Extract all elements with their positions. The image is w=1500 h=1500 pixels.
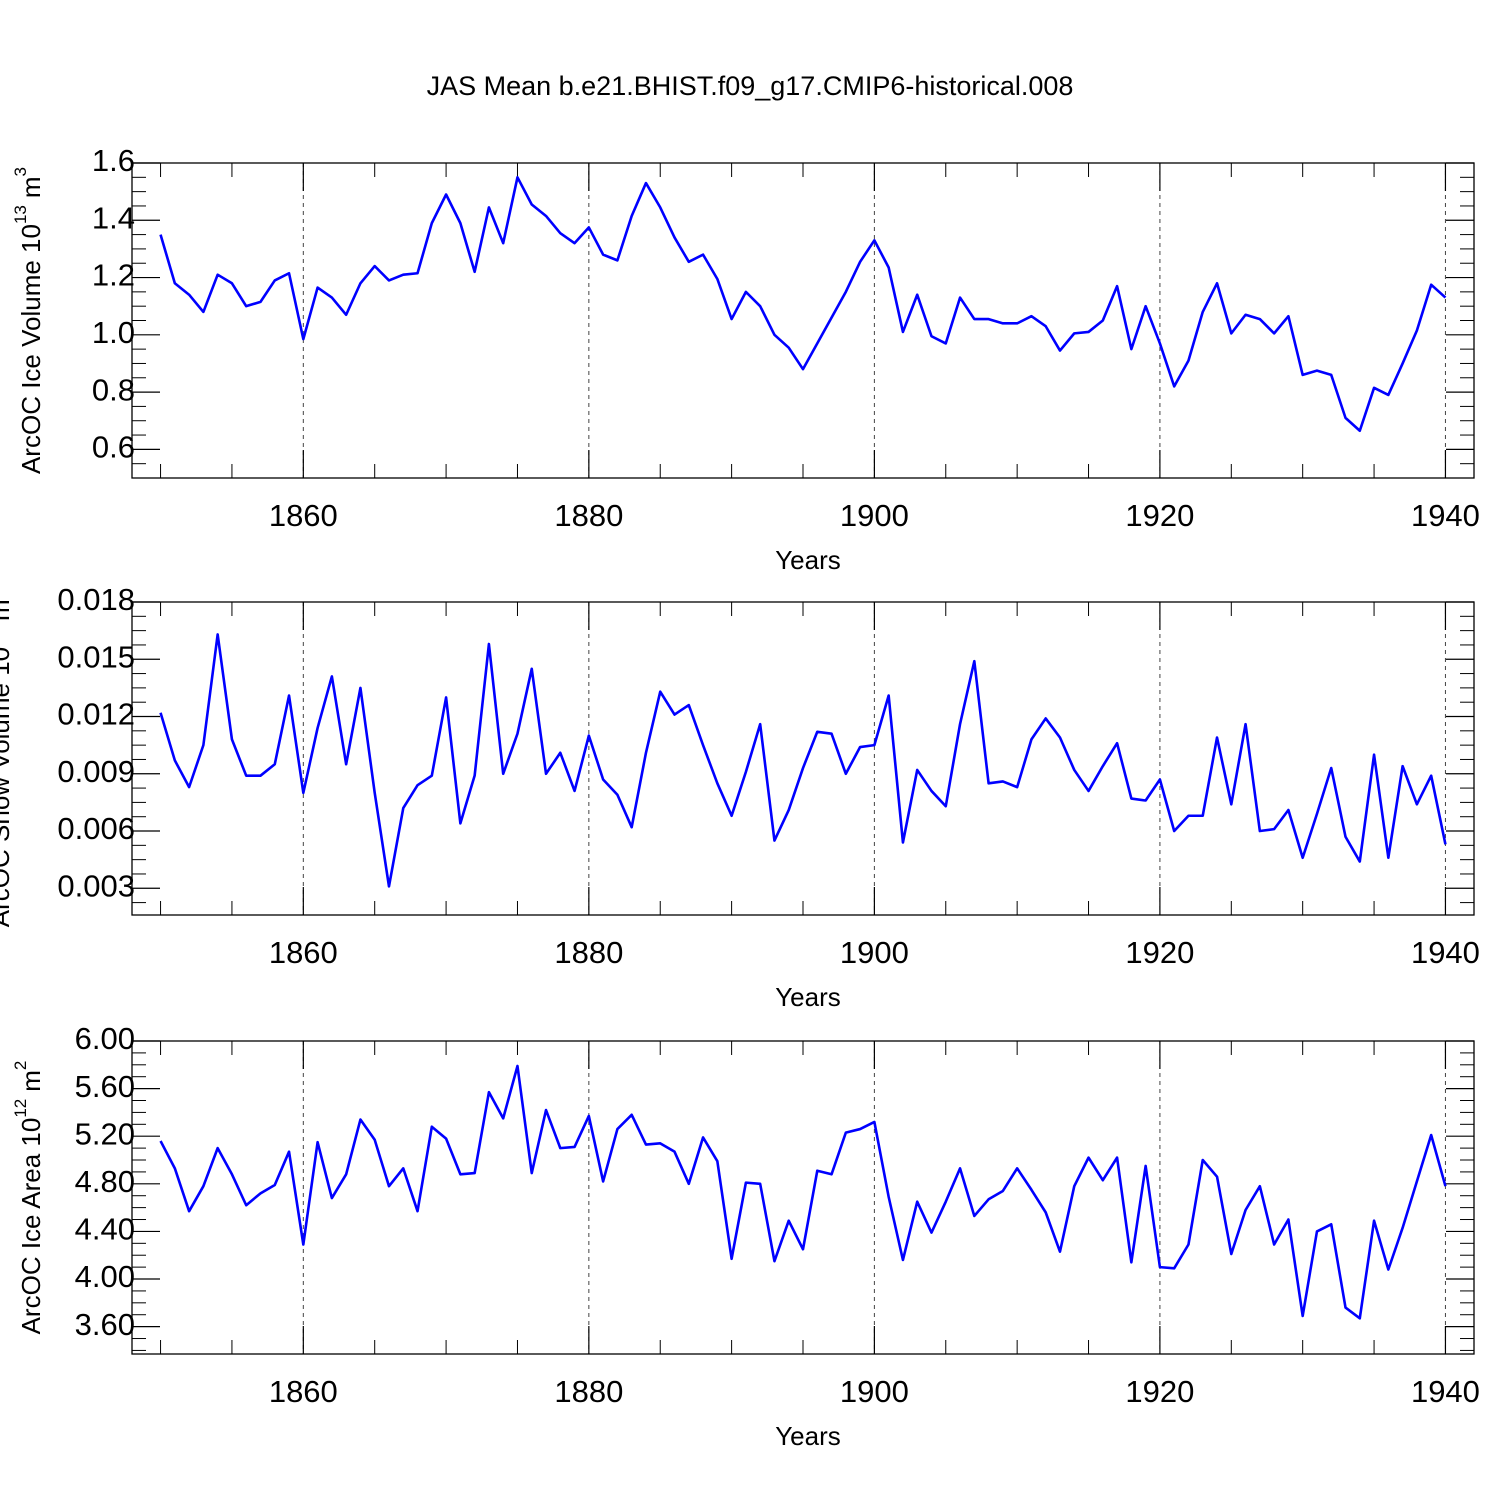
chart-title: JAS Mean b.e21.BHIST.f09_g17.CMIP6-histo… xyxy=(427,71,1074,101)
y-tick-label: 5.60 xyxy=(75,1069,135,1104)
y-tick-label: 0.006 xyxy=(57,811,135,846)
x-tick-label: 1860 xyxy=(269,935,338,970)
y-tick-label: 0.003 xyxy=(57,868,135,903)
x-tick-label: 1860 xyxy=(269,498,338,533)
x-axis-label: Years xyxy=(775,1421,841,1451)
y-tick-label: 0.009 xyxy=(57,754,135,789)
x-tick-label: 1880 xyxy=(554,1374,623,1409)
x-tick-label: 1920 xyxy=(1125,498,1194,533)
y-tick-label: 1.0 xyxy=(92,315,135,350)
y-axis-label: ArcOC Snow Volume 1013m3 xyxy=(0,590,15,927)
y-axis-label-part: m xyxy=(0,599,15,621)
y-tick-label: 0.018 xyxy=(57,582,135,617)
x-tick-label: 1920 xyxy=(1125,1374,1194,1409)
y-axis-label-exponent: 12 xyxy=(11,1099,30,1118)
y-tick-label: 0.6 xyxy=(92,430,135,465)
x-axis-label: Years xyxy=(775,982,841,1012)
panel: 1860 1880 1900 1920 1940 3.60 4.00 4.40 4.80 5.20… xyxy=(11,1021,1479,1451)
y-axis-label: ArcOC Ice Area 1012 m2 xyxy=(11,1061,45,1335)
x-tick-label: 1880 xyxy=(554,935,623,970)
plot-frame xyxy=(131,1040,1475,1355)
data-line xyxy=(159,1064,1447,1320)
y-axis-label-part: ArcOC Ice Area 10 xyxy=(16,1118,46,1335)
y-axis-label-part: m xyxy=(16,1070,46,1092)
y-axis-label-exponent: 2 xyxy=(11,1061,30,1070)
x-tick-label: 1940 xyxy=(1411,1374,1480,1409)
y-tick-label: 3.60 xyxy=(75,1307,135,1342)
x-axis-label: Years xyxy=(775,545,841,575)
x-tick-label: 1860 xyxy=(269,1374,338,1409)
panel: 1860 1880 1900 1920 1940 0.6 0.8 1.0 1.2 1.4 1.6 Ye… xyxy=(11,143,1479,575)
y-axis-label-exponent: 3 xyxy=(11,167,30,176)
plot-frame xyxy=(131,601,1475,916)
x-tick-label: 1880 xyxy=(554,498,623,533)
y-tick-label: 5.20 xyxy=(75,1116,135,1151)
x-tick-label: 1900 xyxy=(840,1374,909,1409)
x-tick-label: 1900 xyxy=(840,935,909,970)
y-tick-label: 1.6 xyxy=(92,143,135,178)
y-tick-label: 4.80 xyxy=(75,1164,135,1199)
y-axis-label-part: ArcOC Ice Volume 10 xyxy=(16,224,46,474)
y-tick-label: 4.00 xyxy=(75,1259,135,1294)
y-tick-label: 4.40 xyxy=(75,1212,135,1247)
x-tick-label: 1940 xyxy=(1411,498,1480,533)
y-tick-label: 1.4 xyxy=(92,200,135,235)
y-tick-label: 0.8 xyxy=(92,372,135,407)
y-tick-label: 0.015 xyxy=(57,639,135,674)
x-tick-label: 1920 xyxy=(1125,935,1194,970)
data-line xyxy=(159,176,1447,433)
y-tick-label: 1.2 xyxy=(92,258,135,293)
y-axis-label-part: m xyxy=(16,176,46,198)
data-line xyxy=(159,633,1447,888)
y-tick-label: 0.012 xyxy=(57,697,135,732)
panel: 1860 1880 1900 1920 1940 0.003 0.006 0.009 0.012… xyxy=(0,582,1480,1012)
y-axis-label: ArcOC Ice Volume 1013 m3 xyxy=(11,167,45,474)
plot-frame xyxy=(131,162,1475,479)
y-tick-label: 6.00 xyxy=(75,1021,135,1056)
y-axis-label-part: ArcOC Snow Volume 10 xyxy=(0,647,15,927)
y-axis-label-exponent: 13 xyxy=(11,205,30,224)
x-tick-label: 1900 xyxy=(840,498,909,533)
x-tick-label: 1940 xyxy=(1411,935,1480,970)
